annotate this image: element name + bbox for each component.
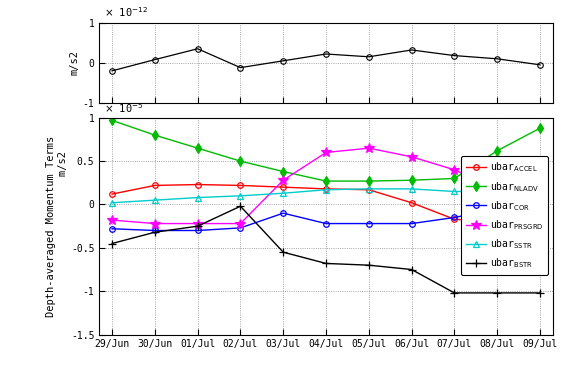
Legend: ubar$_{\mathrm{ACCEL}}$, ubar$_{\mathrm{NLADV}}$, ubar$_{\mathrm{COR}}$, ubar$_{: ubar$_{\mathrm{ACCEL}}$, ubar$_{\mathrm{… [462,156,548,275]
Text: $\times$ 10$^{-12}$: $\times$ 10$^{-12}$ [104,6,148,20]
Y-axis label: m/s2: m/s2 [70,50,80,75]
Text: $\times$ 10$^{-5}$: $\times$ 10$^{-5}$ [104,101,143,115]
Y-axis label: Depth-averaged Momentum Terms
                    m/s2: Depth-averaged Momentum Terms m/s2 [46,136,68,317]
